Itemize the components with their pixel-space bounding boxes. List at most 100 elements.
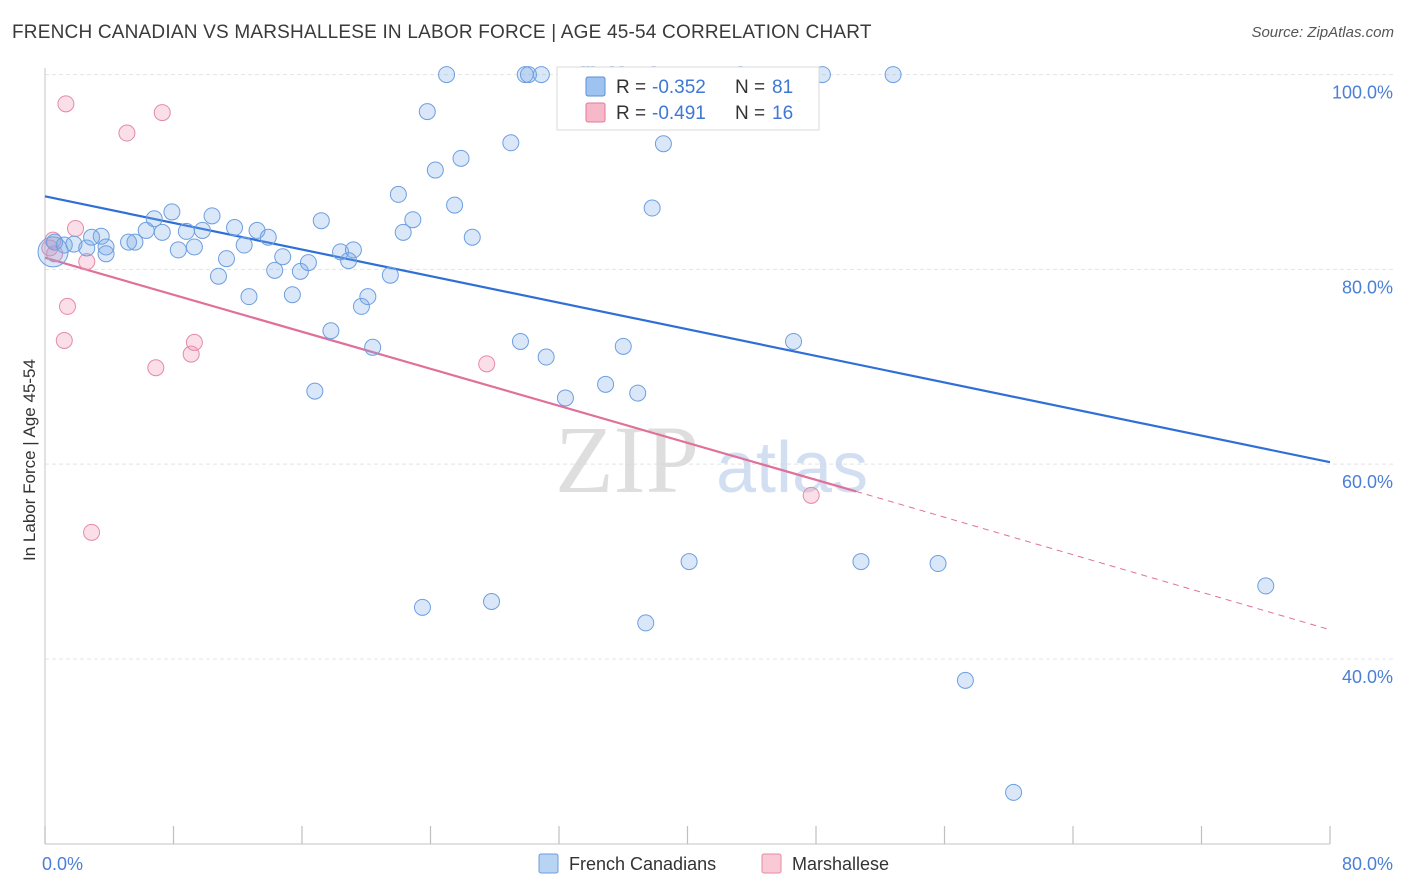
point-marshallese	[57, 95, 75, 113]
series-legend-swatch-marshallese	[761, 853, 782, 874]
correlation-legend: R = -0.352 N = 81 R = -0.491 N = 16	[556, 66, 820, 131]
point-french-canadians	[177, 222, 195, 240]
point-french-canadians	[426, 161, 444, 179]
point-french-canadians	[259, 228, 277, 246]
point-french-canadians	[65, 235, 83, 253]
point-french-canadians	[643, 199, 661, 217]
point-marshallese	[83, 523, 101, 541]
legend-r-label: R =	[616, 103, 646, 124]
point-french-canadians	[654, 135, 672, 153]
point-french-canadians	[446, 196, 464, 214]
point-marshallese	[478, 355, 496, 373]
trend-lines	[44, 195, 1331, 631]
point-french-canadians	[218, 250, 236, 268]
point-french-canadians	[209, 267, 227, 285]
legend-n-label: N =	[735, 77, 765, 98]
x-tick-label: 0.0%	[42, 854, 83, 874]
point-french-canadians	[203, 207, 221, 225]
series-legend-label-french-canadians: French Canadians	[569, 854, 716, 874]
point-french-canadians	[884, 66, 902, 84]
point-french-canadians	[438, 66, 456, 84]
y-axis-label: In Labor Force | Age 45-54	[20, 359, 39, 561]
point-french-canadians	[785, 332, 803, 350]
point-french-canadians	[597, 375, 615, 393]
point-marshallese	[58, 297, 76, 315]
point-french-canadians	[364, 338, 382, 356]
series-legend: French Canadians Marshallese	[538, 853, 889, 874]
legend-r-label: R =	[616, 77, 646, 98]
point-french-canadians	[394, 223, 412, 241]
point-french-canadians	[126, 233, 144, 251]
point-marshallese	[147, 359, 165, 377]
point-marshallese	[46, 245, 64, 263]
point-marshallese	[802, 486, 820, 504]
legend-n-label: N =	[735, 103, 765, 124]
point-french-canadians	[97, 245, 115, 263]
point-french-canadians	[381, 266, 399, 284]
point-french-canadians	[46, 233, 64, 251]
point-marshallese	[67, 219, 85, 237]
series-legend-swatch-french-canadians	[538, 853, 559, 874]
y-tick-label: 40.0%	[1342, 667, 1393, 687]
point-french-canadians	[929, 555, 947, 573]
point-french-canadians	[240, 288, 258, 306]
x-tick-label: 80.0%	[1342, 854, 1393, 874]
point-french-canadians	[78, 239, 96, 257]
trend-line-marshallese	[44, 256, 857, 493]
chart-title: FRENCH CANADIAN VS MARSHALLESE IN LABOR …	[12, 22, 872, 43]
point-french-canadians	[537, 348, 555, 366]
watermark: ZIP atlas	[555, 406, 868, 513]
series-legend-label-marshallese: Marshallese	[792, 854, 889, 874]
trend-line-french-canadians	[44, 195, 1331, 464]
point-french-canadians	[306, 382, 324, 400]
point-marshallese	[118, 124, 136, 142]
point-french-canadians	[235, 236, 253, 254]
point-french-canadians	[389, 185, 407, 203]
point-french-canadians	[532, 66, 550, 84]
point-french-canadians	[556, 389, 574, 407]
data-points	[37, 66, 1275, 801]
point-french-canadians	[418, 103, 436, 121]
point-french-canadians	[956, 671, 974, 689]
point-french-canadians	[359, 288, 377, 306]
y-tick-label: 100.0%	[1332, 83, 1393, 103]
point-french-canadians	[483, 592, 501, 610]
point-french-canadians	[637, 614, 655, 632]
point-french-canadians	[463, 228, 481, 246]
point-french-canadians	[680, 553, 698, 571]
point-french-canadians	[452, 149, 470, 167]
point-french-canadians	[83, 228, 101, 246]
point-french-canadians	[413, 598, 431, 616]
point-french-canadians	[312, 212, 330, 230]
point-marshallese	[78, 253, 96, 271]
point-french-canadians	[226, 219, 244, 237]
point-french-canadians	[1005, 783, 1023, 801]
point-french-canadians	[404, 211, 422, 229]
legend-swatch-marshallese	[585, 102, 606, 123]
point-french-canadians	[266, 261, 284, 279]
axes	[44, 68, 1331, 845]
legend-swatch-french-canadians	[585, 76, 606, 97]
point-french-canadians	[120, 233, 138, 251]
point-french-canadians	[322, 322, 340, 340]
point-marshallese	[55, 331, 73, 349]
point-french-canadians	[274, 248, 292, 266]
legend-r-value: -0.491	[652, 103, 706, 124]
point-french-canadians	[97, 238, 115, 256]
point-french-canadians	[344, 241, 362, 259]
point-french-canadians	[614, 337, 632, 355]
watermark-atlas: atlas	[716, 428, 868, 508]
point-marshallese	[185, 333, 203, 351]
point-french-canadians	[169, 241, 187, 259]
legend-r-value: -0.352	[652, 77, 706, 98]
point-french-canadians	[153, 223, 171, 241]
point-french-canadians	[283, 286, 301, 304]
point-french-canadians	[193, 221, 211, 239]
axis-tick-labels: 100.0% 80.0% 60.0% 40.0% 0.0% 80.0%	[42, 83, 1393, 874]
y-tick-label: 60.0%	[1342, 472, 1393, 492]
point-french-canadians	[185, 238, 203, 256]
point-french-canadians	[299, 254, 317, 272]
y-tick-label: 80.0%	[1342, 277, 1393, 297]
legend-n-value: 81	[772, 77, 793, 98]
point-marshallese	[153, 104, 171, 122]
